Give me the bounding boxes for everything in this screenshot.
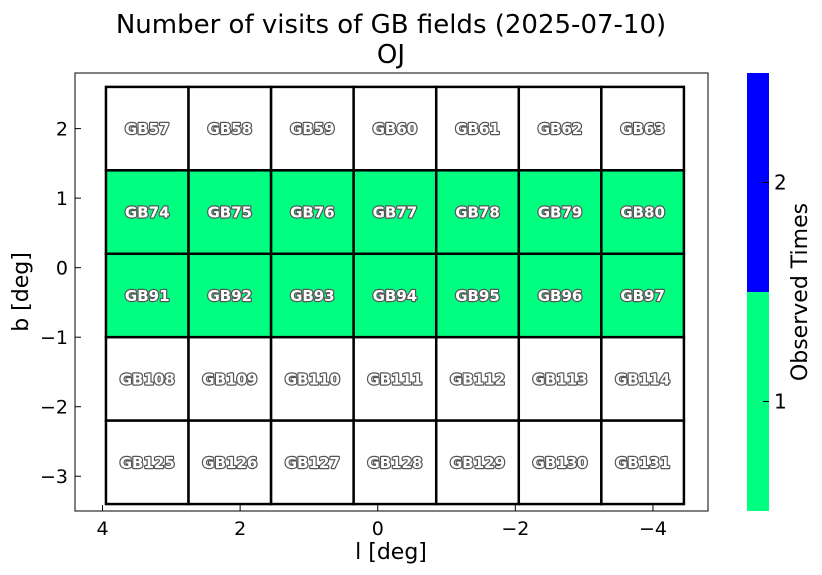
x-tick-label: 2 bbox=[234, 518, 246, 540]
field-label: GB61 bbox=[455, 120, 500, 138]
field-label: GB58 bbox=[207, 120, 252, 138]
field-label: GB80 bbox=[620, 204, 665, 222]
field-label: GB113 bbox=[533, 370, 588, 388]
field-label: GB60 bbox=[373, 120, 418, 138]
field-label: GB110 bbox=[285, 370, 340, 388]
field-cell bbox=[600, 252, 686, 339]
field-cell bbox=[517, 335, 603, 422]
field-label: GB131 bbox=[615, 454, 670, 472]
field-label: GB126 bbox=[202, 454, 257, 472]
field-label: GB57 bbox=[125, 120, 170, 138]
field-label: GB77 bbox=[373, 204, 418, 222]
field-cell bbox=[104, 335, 190, 422]
field-label: GB59 bbox=[290, 120, 335, 138]
field-label: GB97 bbox=[620, 287, 665, 305]
field-label: GB130 bbox=[533, 454, 588, 472]
field-label: GB128 bbox=[367, 454, 422, 472]
field-label: GB78 bbox=[455, 204, 500, 222]
chart-subtitle: OJ bbox=[377, 40, 405, 70]
y-tick-label: −2 bbox=[40, 397, 68, 419]
field-label: GB62 bbox=[538, 120, 583, 138]
field-label: GB112 bbox=[450, 370, 505, 388]
field-label: GB76 bbox=[290, 204, 335, 222]
y-axis-label: b [deg] bbox=[9, 252, 34, 332]
field-label: GB111 bbox=[367, 370, 422, 388]
field-cell bbox=[104, 169, 190, 256]
field-label: GB127 bbox=[285, 454, 340, 472]
field-label: GB75 bbox=[207, 204, 252, 222]
field-cell bbox=[187, 335, 273, 422]
field-label: GB109 bbox=[202, 370, 257, 388]
y-tick-label: −3 bbox=[40, 466, 68, 488]
field-label: GB95 bbox=[455, 287, 500, 305]
field-label: GB79 bbox=[538, 204, 583, 222]
x-tick-label: 4 bbox=[96, 518, 108, 540]
colorbar-segment bbox=[747, 292, 769, 511]
x-tick-label: −4 bbox=[639, 518, 667, 540]
field-label: GB92 bbox=[207, 287, 252, 305]
field-cells: GB57 GB58 GB59 GB60 GB61 GB62 GB63 GB74 GB75 GB76… bbox=[104, 85, 686, 506]
field-cell bbox=[269, 252, 355, 339]
chart-title: Number of visits of GB fields (2025-07-1… bbox=[116, 10, 666, 40]
field-cell bbox=[187, 85, 273, 172]
field-cell bbox=[517, 252, 603, 339]
x-axis-ticks: 4 2 0 −2 −4 bbox=[96, 505, 667, 540]
field-label: GB74 bbox=[125, 204, 170, 222]
field-label: GB91 bbox=[125, 287, 170, 305]
y-tick-label: 2 bbox=[56, 119, 68, 141]
field-cell bbox=[434, 252, 521, 339]
field-cell bbox=[104, 419, 190, 506]
x-tick-label: 0 bbox=[372, 518, 384, 540]
plot-frame bbox=[74, 72, 709, 512]
field-cell bbox=[269, 419, 355, 506]
x-tick-label: −2 bbox=[501, 518, 529, 540]
colorbar-tick-label: 1 bbox=[774, 390, 787, 414]
field-label: GB63 bbox=[620, 120, 665, 138]
colorbar-tick-label: 2 bbox=[774, 171, 787, 195]
field-label: GB114 bbox=[615, 370, 670, 388]
field-cell bbox=[434, 169, 521, 256]
y-tick-label: −1 bbox=[40, 327, 68, 349]
x-axis-label: l [deg] bbox=[355, 540, 427, 565]
colorbar-label: Observed Times bbox=[788, 203, 813, 381]
field-cell bbox=[517, 85, 603, 172]
field-label: GB125 bbox=[120, 454, 175, 472]
field-cell bbox=[600, 169, 686, 256]
field-label: GB93 bbox=[290, 287, 335, 305]
field-label: GB129 bbox=[450, 454, 505, 472]
field-label: GB108 bbox=[120, 370, 175, 388]
y-tick-label: 1 bbox=[56, 188, 68, 210]
field-cell bbox=[269, 169, 355, 256]
field-cell bbox=[517, 419, 603, 506]
field-label: GB94 bbox=[373, 287, 418, 305]
colorbar: 12 bbox=[747, 73, 787, 511]
colorbar-segment bbox=[747, 73, 769, 292]
field-cell bbox=[187, 252, 273, 339]
y-axis-ticks: 2 1 0 −1 −2 −3 bbox=[40, 119, 81, 488]
y-tick-label: 0 bbox=[56, 258, 68, 280]
field-label: GB96 bbox=[538, 287, 583, 305]
field-cell bbox=[104, 85, 190, 172]
field-cell bbox=[600, 419, 686, 506]
